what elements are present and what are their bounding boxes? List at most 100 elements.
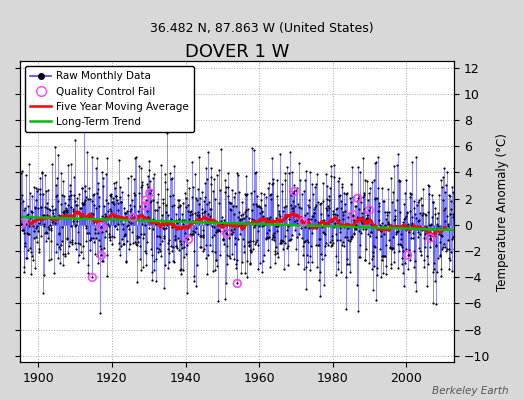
Point	[242, 213, 250, 220]
Point	[253, 237, 261, 244]
Point	[377, 228, 386, 234]
Point	[202, 255, 211, 262]
Point	[29, 235, 38, 241]
Point	[160, 284, 169, 291]
Point	[345, 195, 354, 201]
Point	[428, 214, 436, 220]
Point	[444, 237, 452, 244]
Point	[102, 170, 111, 177]
Point	[259, 258, 268, 264]
Point	[19, 227, 27, 234]
Point	[368, 249, 377, 255]
Point	[333, 178, 342, 184]
Point	[183, 202, 192, 208]
Point	[304, 197, 313, 204]
Point	[191, 218, 199, 225]
Point	[243, 258, 252, 264]
Point	[191, 210, 200, 216]
Point	[159, 200, 167, 207]
Point	[449, 214, 457, 220]
Point	[359, 194, 368, 200]
Point	[77, 248, 85, 255]
Point	[24, 211, 32, 217]
Point	[181, 230, 189, 236]
Point	[217, 214, 226, 220]
Point	[354, 164, 363, 170]
Point	[108, 199, 117, 205]
Point	[372, 158, 380, 165]
Point	[53, 255, 62, 262]
Point	[398, 224, 407, 231]
Point	[266, 214, 275, 220]
Point	[122, 259, 130, 265]
Point	[20, 243, 29, 250]
Point	[414, 234, 422, 240]
Point	[18, 198, 27, 204]
Point	[238, 220, 247, 226]
Point	[129, 216, 138, 223]
Point	[144, 214, 152, 221]
Point	[50, 216, 58, 222]
Point	[380, 253, 388, 259]
Point	[342, 190, 350, 197]
Point	[408, 214, 416, 220]
Point	[35, 220, 43, 226]
Point	[206, 242, 214, 248]
Point	[341, 234, 349, 240]
Point	[374, 208, 383, 215]
Point	[16, 199, 24, 206]
Point	[145, 158, 153, 164]
Point	[199, 227, 207, 233]
Point	[353, 214, 362, 220]
Point	[182, 204, 191, 210]
Point	[220, 227, 228, 234]
Y-axis label: Temperature Anomaly (°C): Temperature Anomaly (°C)	[496, 133, 509, 290]
Point	[290, 203, 299, 210]
Point	[156, 241, 164, 247]
Point	[119, 240, 127, 247]
Point	[324, 197, 333, 204]
Point	[236, 231, 245, 237]
Point	[249, 200, 257, 207]
Point	[296, 177, 304, 183]
Point	[305, 225, 313, 232]
Point	[269, 234, 277, 240]
Point	[239, 236, 248, 242]
Point	[199, 232, 208, 238]
Point	[120, 240, 128, 247]
Point	[58, 238, 66, 244]
Point	[210, 249, 219, 255]
Point	[241, 270, 249, 276]
Point	[274, 228, 282, 234]
Point	[41, 238, 50, 244]
Point	[40, 272, 48, 278]
Point	[88, 274, 96, 281]
Point	[46, 214, 54, 221]
Point	[97, 257, 106, 264]
Point	[38, 290, 47, 296]
Point	[275, 210, 283, 217]
Point	[380, 231, 388, 238]
Point	[397, 231, 405, 238]
Point	[326, 217, 334, 224]
Point	[398, 260, 406, 267]
Point	[288, 205, 297, 211]
Point	[126, 202, 135, 208]
Point	[49, 207, 57, 214]
Point	[344, 210, 353, 216]
Point	[120, 233, 128, 240]
Point	[333, 204, 341, 211]
Point	[190, 229, 199, 236]
Point	[439, 244, 447, 250]
Point	[401, 213, 410, 220]
Point	[242, 207, 250, 213]
Point	[58, 250, 67, 257]
Point	[223, 252, 232, 258]
Point	[239, 210, 247, 217]
Point	[230, 256, 238, 262]
Point	[322, 206, 331, 213]
Point	[213, 263, 222, 269]
Point	[187, 208, 195, 214]
Point	[417, 252, 425, 258]
Point	[423, 261, 432, 267]
